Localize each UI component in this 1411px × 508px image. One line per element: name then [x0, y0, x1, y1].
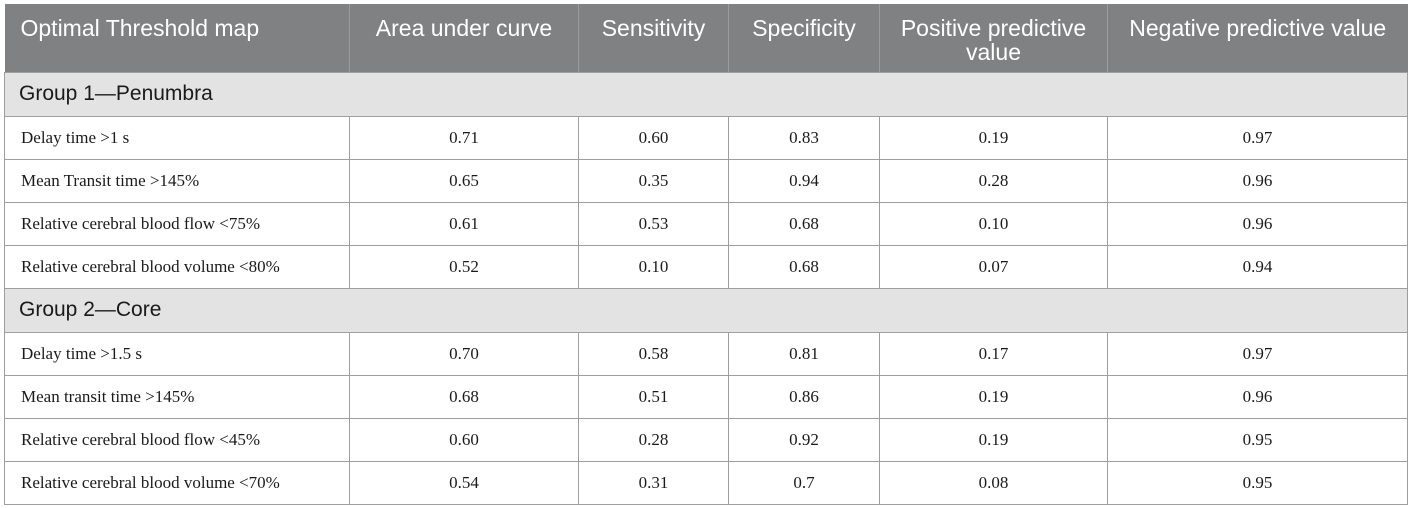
- header-label: Positive predictive value: [900, 15, 1087, 65]
- cell-specificity: 0.94: [728, 158, 880, 203]
- table-row: Relative cerebral blood flow <45% 0.60 0…: [4, 417, 1408, 462]
- cell-ppv: 0.28: [879, 158, 1108, 203]
- cell-specificity: 0.68: [728, 201, 880, 246]
- cell-auc: 0.52: [349, 244, 579, 289]
- row-label: Relative cerebral blood flow <75%: [4, 201, 350, 246]
- cell-ppv: 0.17: [879, 331, 1108, 376]
- header-label: Specificity: [752, 15, 856, 41]
- header-area-under-curve: Area under curve: [349, 4, 579, 72]
- cell-npv: 0.95: [1107, 460, 1408, 505]
- table-row: Mean transit time >145% 0.68 0.51 0.86 0…: [4, 374, 1408, 419]
- header-sensitivity: Sensitivity: [578, 4, 729, 72]
- header-label: Sensitivity: [601, 15, 706, 41]
- cell-specificity: 0.92: [728, 417, 880, 462]
- cell-specificity: 0.83: [728, 115, 880, 160]
- cell-ppv: 0.08: [879, 460, 1108, 505]
- header-row: Optimal Threshold map Area under curve S…: [4, 4, 1408, 72]
- header-label: Optimal Threshold map: [20, 15, 260, 41]
- cell-sensitivity: 0.28: [578, 417, 729, 462]
- cell-npv: 0.96: [1107, 201, 1408, 246]
- cell-ppv: 0.07: [879, 244, 1108, 289]
- table-container: Optimal Threshold map Area under curve S…: [4, 4, 1408, 505]
- row-label: Delay time >1.5 s: [4, 331, 350, 376]
- row-label: Delay time >1 s: [4, 115, 350, 160]
- cell-specificity: 0.81: [728, 331, 880, 376]
- group-row: Group 1—Penumbra: [4, 71, 1408, 117]
- header-positive-predictive-value: Positive predictive value: [879, 4, 1108, 72]
- cell-specificity: 0.7: [728, 460, 880, 505]
- cell-npv: 0.97: [1107, 115, 1408, 160]
- cell-sensitivity: 0.53: [578, 201, 729, 246]
- cell-auc: 0.71: [349, 115, 579, 160]
- row-label: Mean Transit time >145%: [4, 158, 350, 203]
- cell-auc: 0.54: [349, 460, 579, 505]
- cell-specificity: 0.86: [728, 374, 880, 419]
- cell-ppv: 0.10: [879, 201, 1108, 246]
- cell-sensitivity: 0.60: [578, 115, 729, 160]
- table-row: Delay time >1 s 0.71 0.60 0.83 0.19 0.97: [4, 115, 1408, 160]
- group-title: Group 2—Core: [4, 287, 1408, 333]
- cell-ppv: 0.19: [879, 417, 1108, 462]
- row-label: Relative cerebral blood volume <70%: [4, 460, 350, 505]
- table-row: Relative cerebral blood flow <75% 0.61 0…: [4, 201, 1408, 246]
- header-specificity: Specificity: [728, 4, 880, 72]
- cell-sensitivity: 0.10: [578, 244, 729, 289]
- table-row: Relative cerebral blood volume <70% 0.54…: [4, 460, 1408, 505]
- threshold-table: Optimal Threshold map Area under curve S…: [4, 4, 1408, 505]
- table-body: Group 1—Penumbra Delay time >1 s 0.71 0.…: [4, 71, 1408, 505]
- header-threshold-map: Optimal Threshold map: [4, 4, 350, 72]
- cell-npv: 0.96: [1107, 374, 1408, 419]
- cell-sensitivity: 0.31: [578, 460, 729, 505]
- table-header: Optimal Threshold map Area under curve S…: [4, 4, 1408, 72]
- cell-npv: 0.94: [1107, 244, 1408, 289]
- row-label: Relative cerebral blood volume <80%: [4, 244, 350, 289]
- cell-auc: 0.70: [349, 331, 579, 376]
- cell-sensitivity: 0.35: [578, 158, 729, 203]
- table-row: Delay time >1.5 s 0.70 0.58 0.81 0.17 0.…: [4, 331, 1408, 376]
- cell-npv: 0.96: [1107, 158, 1408, 203]
- row-label: Relative cerebral blood flow <45%: [4, 417, 350, 462]
- cell-npv: 0.95: [1107, 417, 1408, 462]
- cell-ppv: 0.19: [879, 115, 1108, 160]
- cell-auc: 0.68: [349, 374, 579, 419]
- cell-auc: 0.65: [349, 158, 579, 203]
- cell-sensitivity: 0.58: [578, 331, 729, 376]
- cell-specificity: 0.68: [728, 244, 880, 289]
- header-label: Area under curve: [375, 15, 553, 41]
- table-row: Relative cerebral blood volume <80% 0.52…: [4, 244, 1408, 289]
- group-row: Group 2—Core: [4, 287, 1408, 333]
- cell-ppv: 0.19: [879, 374, 1108, 419]
- group-title: Group 1—Penumbra: [4, 71, 1408, 117]
- cell-sensitivity: 0.51: [578, 374, 729, 419]
- row-label: Mean transit time >145%: [4, 374, 350, 419]
- cell-auc: 0.61: [349, 201, 579, 246]
- cell-auc: 0.60: [349, 417, 579, 462]
- cell-npv: 0.97: [1107, 331, 1408, 376]
- header-negative-predictive-value: Negative predictive value: [1107, 4, 1408, 72]
- table-row: Mean Transit time >145% 0.65 0.35 0.94 0…: [4, 158, 1408, 203]
- header-label: Negative predictive value: [1129, 15, 1387, 41]
